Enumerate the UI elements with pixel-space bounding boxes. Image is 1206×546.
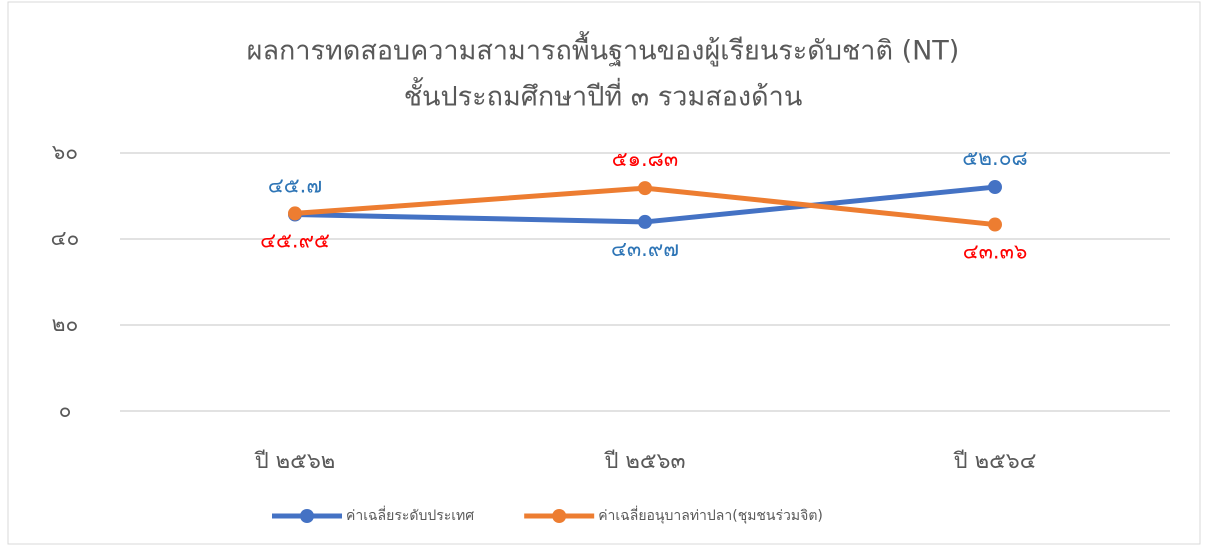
legend-marker — [552, 509, 567, 523]
legend-label: ค่าเฉลี่ยระดับประเทศ — [346, 506, 474, 524]
data-label: ๕๑.๘๓ — [612, 147, 678, 171]
data-point — [638, 181, 652, 196]
data-label: ๔๓.๓๖ — [963, 240, 1028, 264]
data-label: ๔๕.๗ — [268, 173, 322, 197]
y-tick-label: ๖๐ — [52, 140, 78, 164]
x-tick-label: ปี ๒๕๖๒ — [254, 449, 336, 474]
data-point — [988, 180, 1002, 195]
data-point — [638, 214, 652, 229]
legend-label: ค่าเฉลี่ยอนุบาลท่าปลา(ชุมชนร่วมจิต) — [598, 506, 823, 524]
data-label: ๔๓.๙๗ — [611, 237, 679, 261]
chart-title: ผลการทดสอบความสามารถพื้นฐานของผู้เรียนระ… — [247, 31, 960, 67]
x-tick-label: ปี ๒๕๖๓ — [603, 449, 685, 474]
y-tick-label: ๐ — [59, 398, 72, 422]
data-label: ๕๒.๐๘ — [962, 146, 1027, 170]
y-tick-label: ๔๐ — [51, 226, 80, 250]
legend-marker — [300, 509, 314, 523]
data-label: ๔๕.๙๕ — [260, 228, 330, 252]
y-tick-label: ๒๐ — [52, 312, 79, 336]
chart-title: ชั้นประถมศึกษาปีที่ ๓ รวมสองด้าน — [404, 77, 803, 113]
x-tick-label: ปี ๒๕๖๔ — [952, 449, 1036, 474]
data-point — [288, 206, 302, 221]
data-point — [988, 217, 1002, 232]
chart-frame — [7, 1, 1201, 545]
